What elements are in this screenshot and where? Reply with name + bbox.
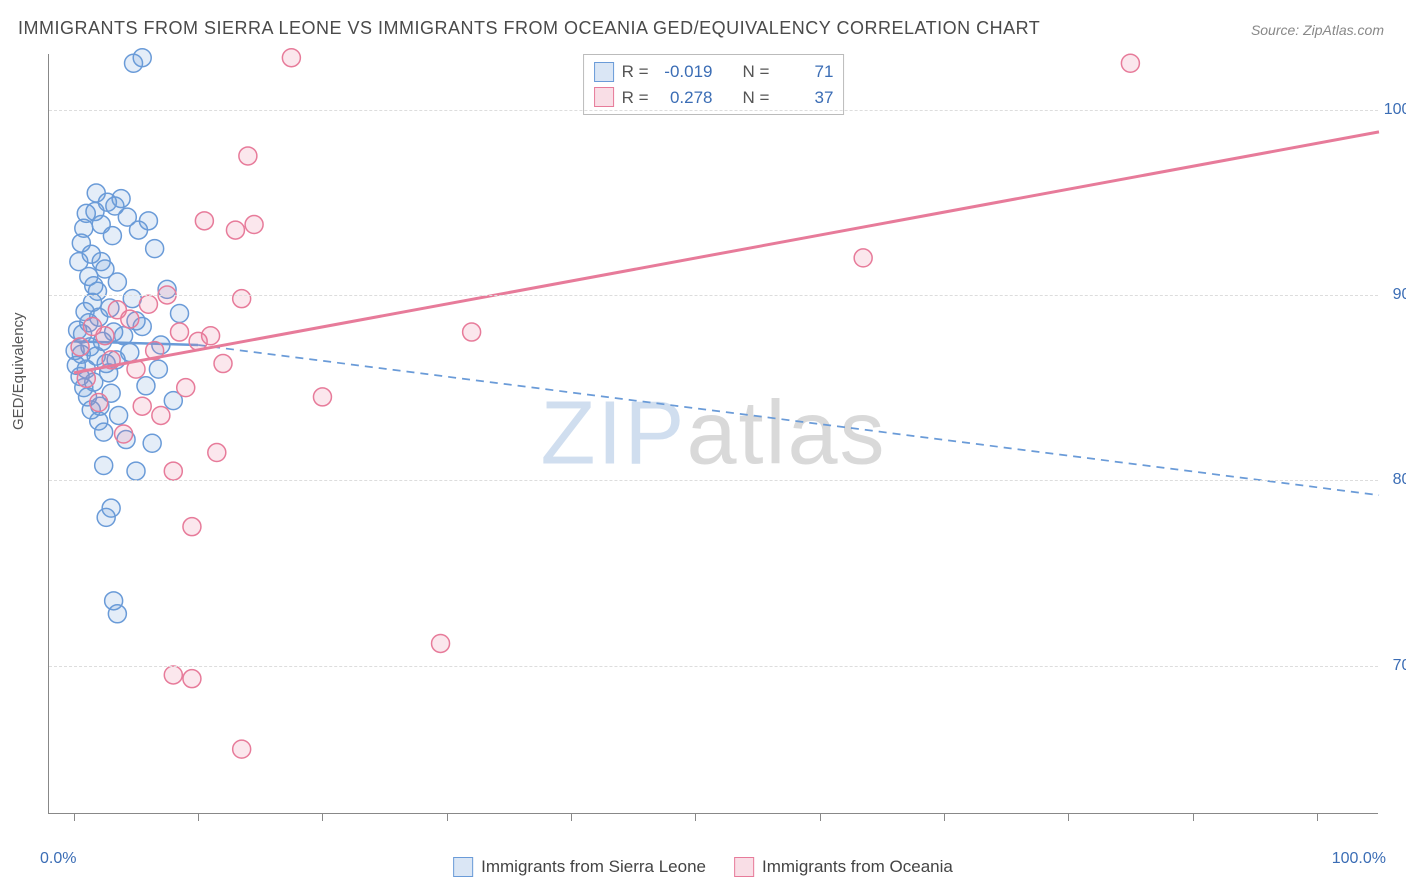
scatter-point (1121, 54, 1139, 72)
regression-line (74, 132, 1379, 373)
scatter-point (127, 462, 145, 480)
series-swatch (594, 62, 614, 82)
scatter-point (103, 227, 121, 245)
x-tick (322, 813, 323, 821)
scatter-point (171, 323, 189, 341)
n-value: 37 (777, 85, 833, 111)
scatter-point (245, 216, 263, 234)
x-tick (695, 813, 696, 821)
legend-label: Immigrants from Oceania (762, 857, 953, 877)
legend-swatch (453, 857, 473, 877)
scatter-point (282, 49, 300, 67)
chart-title: IMMIGRANTS FROM SIERRA LEONE VS IMMIGRAN… (18, 18, 1040, 39)
scatter-point (85, 277, 103, 295)
x-tick (944, 813, 945, 821)
scatter-point (164, 666, 182, 684)
x-tick (820, 813, 821, 821)
legend-item: Immigrants from Oceania (734, 857, 953, 877)
gridline-h (49, 666, 1378, 667)
scatter-point (77, 204, 95, 222)
scatter-point (164, 462, 182, 480)
scatter-point (139, 295, 157, 313)
scatter-point (92, 253, 110, 271)
scatter-point (432, 634, 450, 652)
scatter-point (112, 190, 130, 208)
x-axis-min-label: 0.0% (40, 850, 76, 868)
legend-item: Immigrants from Sierra Leone (453, 857, 706, 877)
chart-svg (49, 54, 1378, 813)
scatter-point (121, 343, 139, 361)
scatter-point (239, 147, 257, 165)
r-value: 0.278 (657, 85, 713, 111)
x-axis-max-label: 100.0% (1332, 850, 1386, 868)
scatter-point (87, 184, 105, 202)
scatter-point (177, 379, 195, 397)
scatter-point (214, 355, 232, 373)
scatter-point (110, 406, 128, 424)
scatter-point (233, 740, 251, 758)
scatter-point (313, 388, 331, 406)
n-value: 71 (777, 59, 833, 85)
scatter-point (146, 240, 164, 258)
gridline-h (49, 480, 1378, 481)
y-tick-label: 70.0% (1393, 657, 1406, 675)
n-label: N = (743, 85, 770, 111)
scatter-point (108, 605, 126, 623)
scatter-point (90, 412, 108, 430)
scatter-point (133, 397, 151, 415)
n-label: N = (743, 59, 770, 85)
scatter-point (152, 406, 170, 424)
scatter-point (90, 393, 108, 411)
scatter-point (143, 434, 161, 452)
stats-row: R = 0.278 N = 37 (594, 85, 834, 111)
x-tick (447, 813, 448, 821)
legend-label: Immigrants from Sierra Leone (481, 857, 706, 877)
scatter-point (133, 49, 151, 67)
y-axis-label: GED/Equivalency (10, 312, 27, 430)
gridline-h (49, 110, 1378, 111)
x-tick (1068, 813, 1069, 821)
gridline-h (49, 295, 1378, 296)
scatter-point (149, 360, 167, 378)
scatter-point (108, 273, 126, 291)
scatter-point (226, 221, 244, 239)
scatter-point (854, 249, 872, 267)
scatter-point (137, 377, 155, 395)
x-tick (1317, 813, 1318, 821)
scatter-point (463, 323, 481, 341)
r-label: R = (622, 59, 649, 85)
scatter-point (208, 444, 226, 462)
y-tick-label: 80.0% (1393, 471, 1406, 489)
scatter-point (123, 290, 141, 308)
scatter-point (71, 338, 89, 356)
scatter-point (202, 327, 220, 345)
scatter-point (183, 518, 201, 536)
stats-row: R = -0.019 N = 71 (594, 59, 834, 85)
scatter-point (139, 212, 157, 230)
x-tick (1193, 813, 1194, 821)
y-tick-label: 90.0% (1393, 286, 1406, 304)
series-swatch (594, 87, 614, 107)
scatter-point (97, 508, 115, 526)
x-tick (74, 813, 75, 821)
scatter-point (195, 212, 213, 230)
stats-box: R = -0.019 N = 71 R = 0.278 N = 37 (583, 54, 845, 115)
bottom-legend: Immigrants from Sierra Leone Immigrants f… (453, 857, 953, 877)
r-value: -0.019 (657, 59, 713, 85)
scatter-point (115, 425, 133, 443)
x-tick (571, 813, 572, 821)
scatter-point (233, 290, 251, 308)
scatter-point (183, 670, 201, 688)
x-tick (198, 813, 199, 821)
plot-area: ZIPatlas R =-0.019N =71R =0.278N =37 70.… (48, 54, 1378, 814)
scatter-point (121, 310, 139, 328)
scatter-point (171, 305, 189, 323)
r-label: R = (622, 85, 649, 111)
scatter-point (96, 327, 114, 345)
y-tick-label: 100.0% (1384, 101, 1406, 119)
scatter-point (95, 457, 113, 475)
source-attribution: Source: ZipAtlas.com (1251, 22, 1384, 38)
legend-swatch (734, 857, 754, 877)
regression-line-dashed (198, 345, 1379, 495)
